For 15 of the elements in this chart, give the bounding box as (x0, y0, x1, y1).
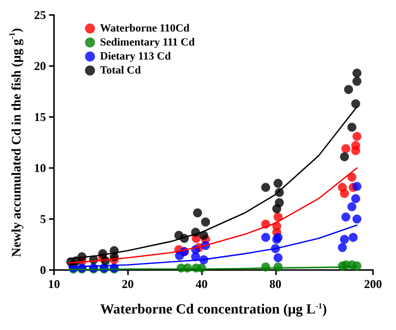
legend-label: Sedimentary 111 Cd (100, 36, 195, 48)
legend-label: Total Cd (100, 64, 141, 76)
y-tick-label: 10 (34, 161, 46, 175)
x-tick-label: 80 (269, 277, 282, 291)
y-tick-label: 25 (34, 8, 46, 22)
y-tick-label: 20 (34, 59, 46, 73)
x-tick-label: 20 (122, 277, 134, 291)
x-tick-label: 200 (364, 277, 382, 291)
x-tick-label: 40 (196, 277, 208, 291)
y-tick-label: 0 (40, 263, 46, 277)
legend-label: Waterborne 110Cd (100, 22, 190, 34)
y-tick-label: 15 (34, 110, 46, 124)
y-tick-label: 5 (40, 212, 46, 226)
legend-label: Dietary 113 Cd (100, 50, 171, 62)
y-axis-title: Newly accumulated Cd in the fish (μg g-1) (8, 28, 24, 257)
